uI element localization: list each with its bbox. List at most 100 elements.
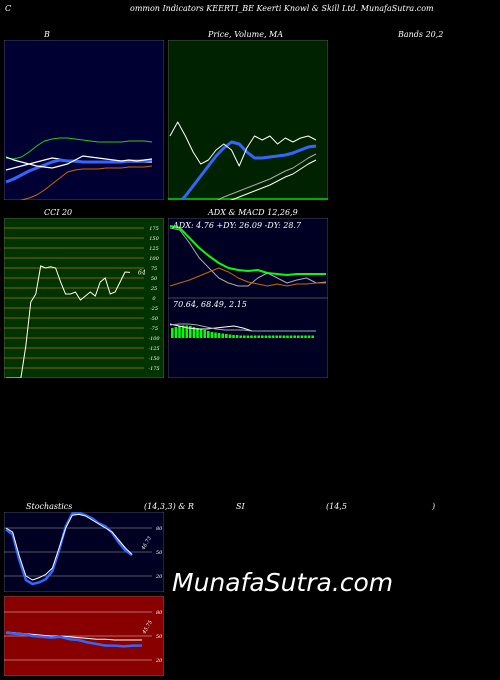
bb-series-0 (5, 137, 153, 160)
price-bg (168, 40, 328, 200)
adx-chart: ADX: 4.76 +DY: 26.09 -DY: 28.7 (168, 218, 328, 298)
watermark: MunafaSutra.com (172, 568, 394, 597)
macd-hist-bar (189, 326, 192, 338)
cci-tick-label: -75 (150, 326, 158, 332)
macd-hist-bar (232, 335, 235, 338)
macd-hist-bar (203, 330, 206, 338)
macd-hist-bar (192, 327, 196, 338)
bb-series-4 (5, 155, 153, 169)
macd-hist-bar (243, 335, 246, 338)
stoch-chart: 80 50 20 46.73 (4, 512, 164, 592)
header-prefix: C (5, 4, 12, 13)
bb-svg (4, 40, 164, 200)
macd-hist-bar (210, 332, 214, 338)
macd-hist-bar (307, 335, 311, 338)
rsi-params: (14,5 (326, 502, 347, 511)
macd-hist-bar (225, 334, 228, 338)
macd-hist-bar (239, 335, 242, 338)
macd-hist-bar (300, 335, 304, 338)
cci-tick-label: 0 (152, 296, 156, 302)
macd-hist-bar (221, 333, 224, 338)
price-chart (168, 40, 328, 200)
macd-hist-bar (199, 329, 203, 338)
price-series-1 (230, 159, 317, 200)
stoch-tick-label: 80 (156, 526, 163, 532)
price-ma-secondary (216, 153, 317, 200)
macd-hist-bar (268, 335, 271, 338)
si-label: SI (236, 502, 245, 511)
macd-hist-bar (261, 335, 264, 338)
bb-series-2 (20, 165, 153, 200)
cci-tick-label: -25 (150, 306, 158, 312)
macd-hist-bar (279, 335, 282, 338)
macd-hist-bar (185, 325, 188, 338)
adx-svg: ADX: 4.76 +DY: 26.09 -DY: 28.7 (168, 218, 328, 298)
volume-strip (168, 198, 328, 200)
macd-hist-bar (304, 335, 307, 338)
stoch-label: Stochastics (26, 502, 73, 511)
macd-chart: 70.64, 68.49, 2.15 (168, 298, 328, 378)
rsi-tick-label: 20 (155, 658, 163, 664)
cci-tick-label: 50 (151, 276, 158, 282)
macd-text: 70.64, 68.49, 2.15 (173, 300, 247, 309)
cci-tick-label: 75 (151, 266, 157, 272)
macd-hist-bar (311, 335, 314, 338)
macd-hist-bar (228, 334, 232, 338)
price-svg (168, 40, 328, 200)
cci-tick-label: -175 (148, 366, 159, 372)
macd-hist-bar (171, 328, 174, 338)
bb-chart (4, 40, 164, 200)
price-series-2 (169, 121, 317, 167)
cci-last-label: 64 (138, 269, 146, 276)
rsi-chart: 80 50 20 45.75 (4, 596, 164, 676)
cci-tick-label: 175 (149, 226, 159, 232)
stoch-params: (14,3,3) & R (144, 502, 194, 511)
macd-hist-bar (286, 335, 289, 338)
stoch-tick-label: 20 (155, 574, 163, 580)
macd-hist-bar (181, 325, 185, 338)
macd-hist-bar (257, 335, 260, 338)
macd-hist-bar (196, 328, 199, 338)
cci-tick-label: -150 (148, 356, 160, 362)
adx-bg (168, 218, 328, 298)
bb-series-3 (5, 158, 153, 184)
stoch-tick-label: 50 (156, 550, 163, 556)
cci-tick-label: 150 (149, 236, 159, 242)
macd-hist-bar (217, 333, 221, 338)
macd-hist-bar (207, 331, 210, 338)
macd-hist-bar (293, 335, 296, 338)
macd-hist-bar (235, 335, 239, 338)
macd-hist-bar (275, 335, 278, 338)
cci-tick-label: -125 (148, 346, 159, 352)
macd-hist-bar (250, 335, 253, 338)
adx-series-1 (169, 227, 327, 287)
adx-text: ADX: 4.76 +DY: 26.09 -DY: 28.7 (172, 221, 302, 230)
close-paren: ) (432, 502, 436, 511)
cci-tick-label: -50 (150, 316, 159, 322)
macd-hist-bar (289, 335, 293, 338)
macd-signal (169, 323, 316, 332)
macd-svg: 70.64, 68.49, 2.15 (168, 298, 328, 378)
cci-label: CCI 20 (44, 208, 73, 217)
macd-hist-bar (174, 327, 178, 338)
bands-label: Bands 20,2 (398, 30, 444, 39)
cci-svg: 175 150 125 100 75 50 25 0 -25 -50 -75 -100 -125 -150… (4, 218, 164, 378)
macd-hist-bar (246, 335, 250, 338)
macd-hist-bar (282, 335, 286, 338)
macd-hist-bar (271, 335, 275, 338)
macd-hist-bar (214, 332, 217, 338)
cci-chart: 175 150 125 100 75 50 25 0 -25 -50 -75 -100 -125 -150… (4, 218, 164, 378)
adx-series-0 (169, 225, 326, 276)
macd-hist-bar (253, 335, 257, 338)
cci-line (6, 265, 131, 378)
stoch-d (5, 513, 133, 581)
price-series-0 (179, 140, 317, 200)
rsi-tick-label: 50 (156, 634, 163, 640)
header-title: ommon Indicators KEERTI_BE Keerti Knowl … (130, 4, 434, 13)
adx-macd-label: ADX & MACD 12,26,9 (208, 208, 298, 217)
cci-tick-label: 125 (149, 246, 159, 252)
price-ma-label: Price, Volume, MA (208, 30, 284, 39)
rsi-tick-label: 80 (156, 610, 163, 616)
